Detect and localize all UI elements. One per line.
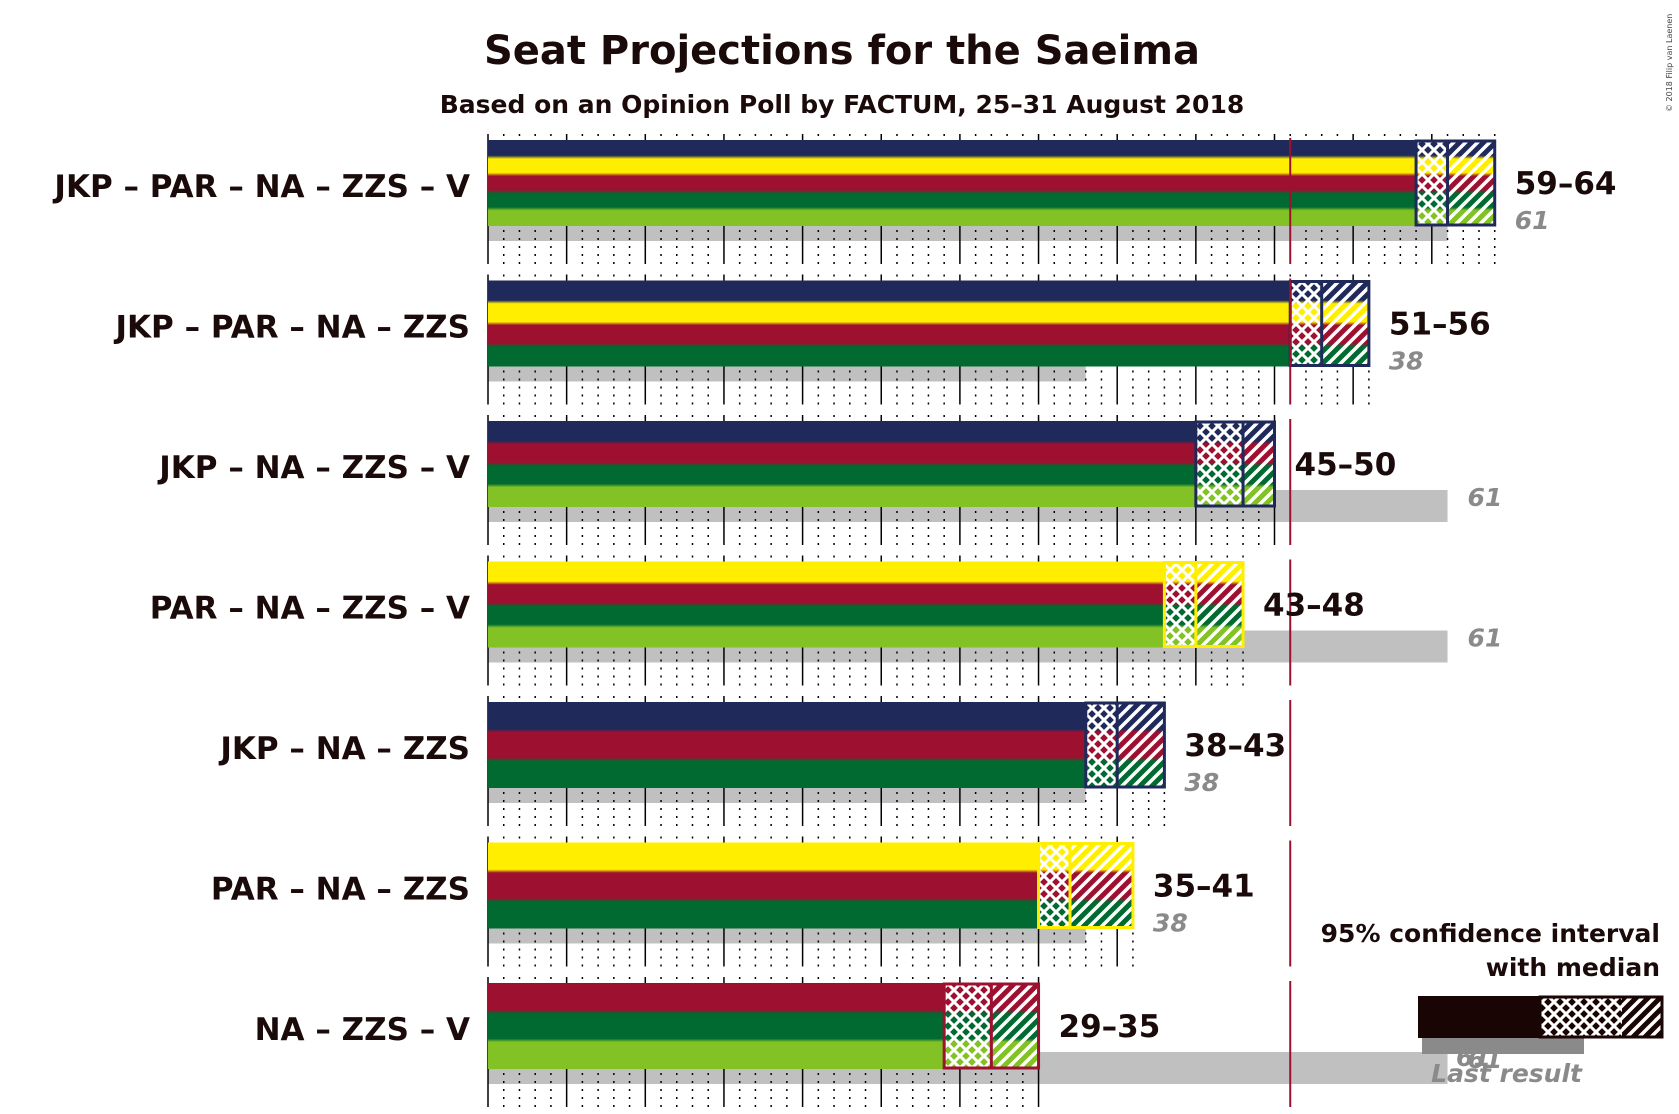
legend-solid-bar (1418, 996, 1540, 1038)
coalition-row: PAR – NA – ZZS – V 43–48 61 (150, 555, 1503, 686)
ci-upper-hatch (1321, 280, 1369, 367)
coalition-row: PAR – NA – ZZS 35–41 38 (211, 836, 1292, 967)
seat-range-label: 45–50 (1295, 447, 1397, 483)
chart-subtitle: Based on an Opinion Poll by FACTUM, 25–3… (440, 90, 1244, 119)
legend-last-result-bar (1422, 1034, 1584, 1054)
ci-lower-hatch (1290, 280, 1322, 367)
seat-range-label: 43–48 (1263, 588, 1365, 624)
ci-outline (1037, 842, 1135, 929)
ci-outline (1084, 701, 1166, 789)
coalition-row: NA – ZZS – V 29–35 61 (255, 977, 1502, 1107)
ci-outline (1414, 139, 1497, 227)
ci-outline (1194, 420, 1276, 508)
projection-bar (488, 140, 1417, 226)
ci-upper-hatch (1070, 842, 1133, 929)
ci-lower-hatch (1038, 842, 1071, 929)
seat-range-label: 51–56 (1389, 307, 1491, 343)
legend-line-1: 95% confidence interval (1321, 919, 1660, 948)
projection-bar (488, 702, 1086, 788)
seat-range-label: 59–64 (1515, 166, 1617, 202)
last-result-value: 38 (1389, 347, 1424, 376)
seat-range-label: 29–35 (1059, 1009, 1161, 1045)
ci-upper-hatch (1447, 140, 1495, 226)
coalition-label: PAR – NA – ZZS – V (150, 591, 470, 627)
legend-last-result-label: Last result (1431, 1059, 1583, 1088)
legend-last-value: 61 (1456, 1043, 1491, 1072)
ci-upper-hatch (991, 983, 1039, 1069)
last-result-value: 61 (1468, 624, 1503, 653)
coalition-row: JKP – PAR – NA – ZZS – V 59–64 61 (52, 134, 1617, 264)
projection-bar (488, 280, 1291, 367)
ci-lower-hatch (1195, 421, 1244, 507)
coalition-label: JKP – PAR – NA – ZZS (114, 310, 471, 346)
seat-range-label: 35–41 (1153, 869, 1255, 905)
ci-upper-hatch (1243, 421, 1275, 507)
last-result-value: 38 (1184, 768, 1219, 797)
seat-range-label: 38–43 (1184, 728, 1286, 764)
legend-line-2: with median (1486, 953, 1660, 982)
coalition-label: JKP – NA – ZZS (218, 731, 470, 767)
last-result-value: 38 (1153, 909, 1188, 938)
ci-lower-hatch (1416, 140, 1448, 226)
projection-bar (488, 983, 945, 1069)
ci-lower-hatch (944, 983, 992, 1069)
coalition-label: JKP – NA – ZZS – V (157, 450, 470, 486)
legend-ci-lower-hatch (1540, 996, 1622, 1038)
ci-upper-hatch (1195, 561, 1244, 648)
coalition-label: PAR – NA – ZZS (211, 872, 470, 908)
ci-upper-hatch (1117, 702, 1165, 788)
copyright-notice: © 2018 Filip van Laenen (1665, 14, 1674, 112)
coalition-label: NA – ZZS – V (255, 1012, 470, 1048)
legend-ci-upper-hatch (1622, 996, 1662, 1038)
projection-bar (488, 842, 1039, 929)
coalition-label: JKP – PAR – NA – ZZS – V (52, 169, 470, 205)
coalition-row: JKP – NA – ZZS – V 45–50 61 (157, 415, 1502, 545)
projection-bar (488, 561, 1165, 648)
legend: 95% confidence interval with median 61La… (1321, 919, 1664, 1088)
last-result-value: 61 (1515, 206, 1550, 235)
coalition-row: JKP – NA – ZZS 38–43 38 (218, 696, 1292, 826)
legend-ci-outline (1538, 995, 1664, 1039)
last-result-value: 61 (1468, 483, 1503, 512)
ci-lower-hatch (1164, 561, 1196, 648)
chart-title: Seat Projections for the Saeima (484, 28, 1200, 74)
projection-bar (488, 421, 1196, 507)
coalition-row: JKP – PAR – NA – ZZS 51–56 38 (114, 274, 1491, 405)
ci-outline (1162, 561, 1245, 648)
ci-lower-hatch (1085, 702, 1118, 788)
